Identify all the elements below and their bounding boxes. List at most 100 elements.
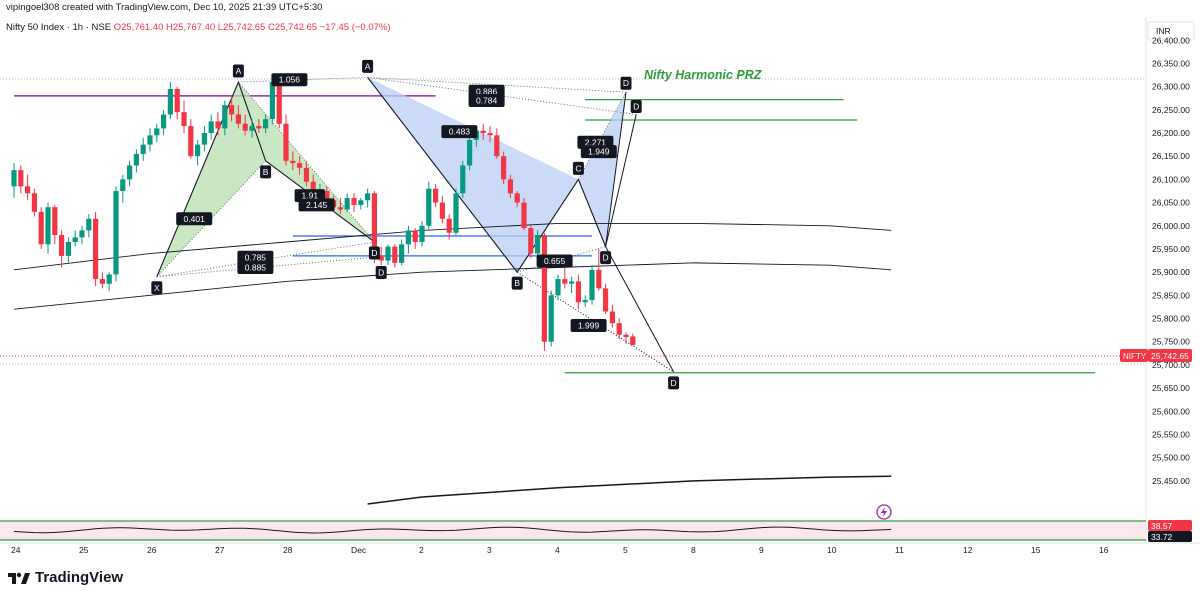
currency-box[interactable] <box>1147 21 1195 41</box>
candle-body <box>337 207 343 210</box>
y-tick-label: 26,050.00 <box>1152 198 1190 208</box>
last-price-label: 25,742.65 <box>1151 351 1189 361</box>
candle-body <box>127 165 133 180</box>
label-b2-box <box>511 276 523 290</box>
candle-body <box>72 237 78 242</box>
indicator-line <box>13 526 892 534</box>
label-a1: A <box>236 66 242 76</box>
candle-body <box>188 126 194 157</box>
x-tick-label: 12 <box>963 545 973 555</box>
ratio-projection-box <box>570 318 607 332</box>
candle-body <box>174 88 180 113</box>
candle-body <box>215 121 221 129</box>
x-tick-label: 5 <box>623 545 628 555</box>
change-value: −17.45 (−0.07%) <box>319 22 391 33</box>
candle-body <box>371 193 377 256</box>
candle-body <box>528 228 534 254</box>
label-x: X <box>154 283 160 293</box>
ma-lower <box>13 262 892 310</box>
candle-body <box>582 299 588 303</box>
tradingview-logo[interactable]: TradingView <box>8 569 123 586</box>
x-tick-label: 25 <box>79 545 89 555</box>
x-tick-label: 28 <box>283 545 293 555</box>
indicator-pane[interactable]: 38.57 33.72 <box>0 504 1192 542</box>
label-d2-box <box>600 251 612 265</box>
candle-body <box>603 288 609 312</box>
prz-annotation[interactable]: Nifty Harmonic PRZ <box>644 68 763 82</box>
candle-body <box>303 167 309 182</box>
ratio-xb: 0.401 <box>184 214 206 224</box>
candle-body <box>365 193 371 201</box>
label-d5-box <box>668 376 680 390</box>
bull-pattern-line <box>156 80 375 277</box>
candle-body <box>460 165 466 194</box>
y-tick-label: 25,650.00 <box>1152 383 1190 393</box>
ratio-cd2-box <box>580 145 617 159</box>
label-d4-box <box>630 99 642 113</box>
candle-body <box>18 170 24 187</box>
indicator-tag-2-label: 33.72 <box>1151 532 1173 542</box>
label-b1: B <box>263 167 269 177</box>
ratio-ab-box <box>441 125 478 139</box>
candle-body <box>548 295 554 342</box>
y-tick-label: 25,750.00 <box>1152 337 1190 347</box>
x-tick-label: 4 <box>555 545 560 555</box>
candle-body <box>616 323 622 335</box>
ratio-ab: 0.483 <box>449 127 471 137</box>
candle-body <box>514 193 520 203</box>
candle-body <box>65 241 71 256</box>
candle-body <box>140 144 146 154</box>
candle-body <box>161 114 167 129</box>
candle-body <box>378 255 384 261</box>
y-tick-label: 25,700.00 <box>1152 360 1190 370</box>
time-axis[interactable]: 24 25 26 27 28 Dec 2 3 4 5 8 9 10 11 12 15 16 <box>11 545 1109 555</box>
y-tick-label: 26,350.00 <box>1152 58 1190 68</box>
y-tick-label: 25,500.00 <box>1152 453 1190 463</box>
candle-body <box>154 128 160 136</box>
label-a2: A <box>365 61 371 71</box>
y-tick-label: 25,900.00 <box>1152 267 1190 277</box>
ratio-connector <box>156 241 375 278</box>
bear-leg-d2 <box>605 114 637 247</box>
ratio-xd2-box <box>237 261 274 274</box>
bear-leg-d1 <box>605 92 627 247</box>
ratio-bc: 0.655 <box>544 256 566 266</box>
indicator-tag-1 <box>1148 520 1192 531</box>
ratio-bd: 1.91 <box>302 191 319 201</box>
label-d1b: D <box>378 268 384 278</box>
tradingview-wordmark: TradingView <box>35 569 124 586</box>
candle-body <box>120 179 126 191</box>
candle-body <box>609 311 615 324</box>
y-tick-label: 26,250.00 <box>1152 105 1190 115</box>
candle-body <box>351 197 357 205</box>
x-tick-label: 15 <box>1031 545 1041 555</box>
ratio-connector <box>517 246 606 273</box>
projection-leg <box>605 246 675 373</box>
candle-body <box>501 156 507 180</box>
label-b2: B <box>514 278 520 288</box>
candle-body <box>222 105 228 129</box>
ratio-bd2-box <box>298 198 335 212</box>
lightning-bolt-icon <box>881 507 887 517</box>
tradingview-logo-icon <box>8 572 30 584</box>
candle-body <box>167 88 173 115</box>
candle-body <box>229 105 235 115</box>
candle-body <box>38 211 44 245</box>
symbol-label[interactable]: Nifty 50 Index · 1h · NSE <box>6 22 112 33</box>
y-tick-label: 25,950.00 <box>1152 244 1190 254</box>
label-d3-box <box>620 76 632 90</box>
candle-body <box>52 207 58 236</box>
y-tick-label: 26,000.00 <box>1152 221 1190 231</box>
x-tick-label: 9 <box>759 545 764 555</box>
label-d1b-box <box>375 266 387 280</box>
price-axis[interactable]: INR 25,450.00 25,500.00 25,550.00 25,600.00… <box>1120 18 1195 543</box>
candle-body <box>535 235 541 254</box>
candle-body <box>405 230 411 245</box>
top-bar: vipingoel308 created with TradingView.co… <box>0 0 1200 18</box>
ratio-bc-box <box>536 254 573 268</box>
y-tick-label: 25,600.00 <box>1152 406 1190 416</box>
lightning-icon[interactable] <box>876 504 892 520</box>
ratio-ad2-box <box>468 94 505 108</box>
label-d3: D <box>623 78 629 88</box>
